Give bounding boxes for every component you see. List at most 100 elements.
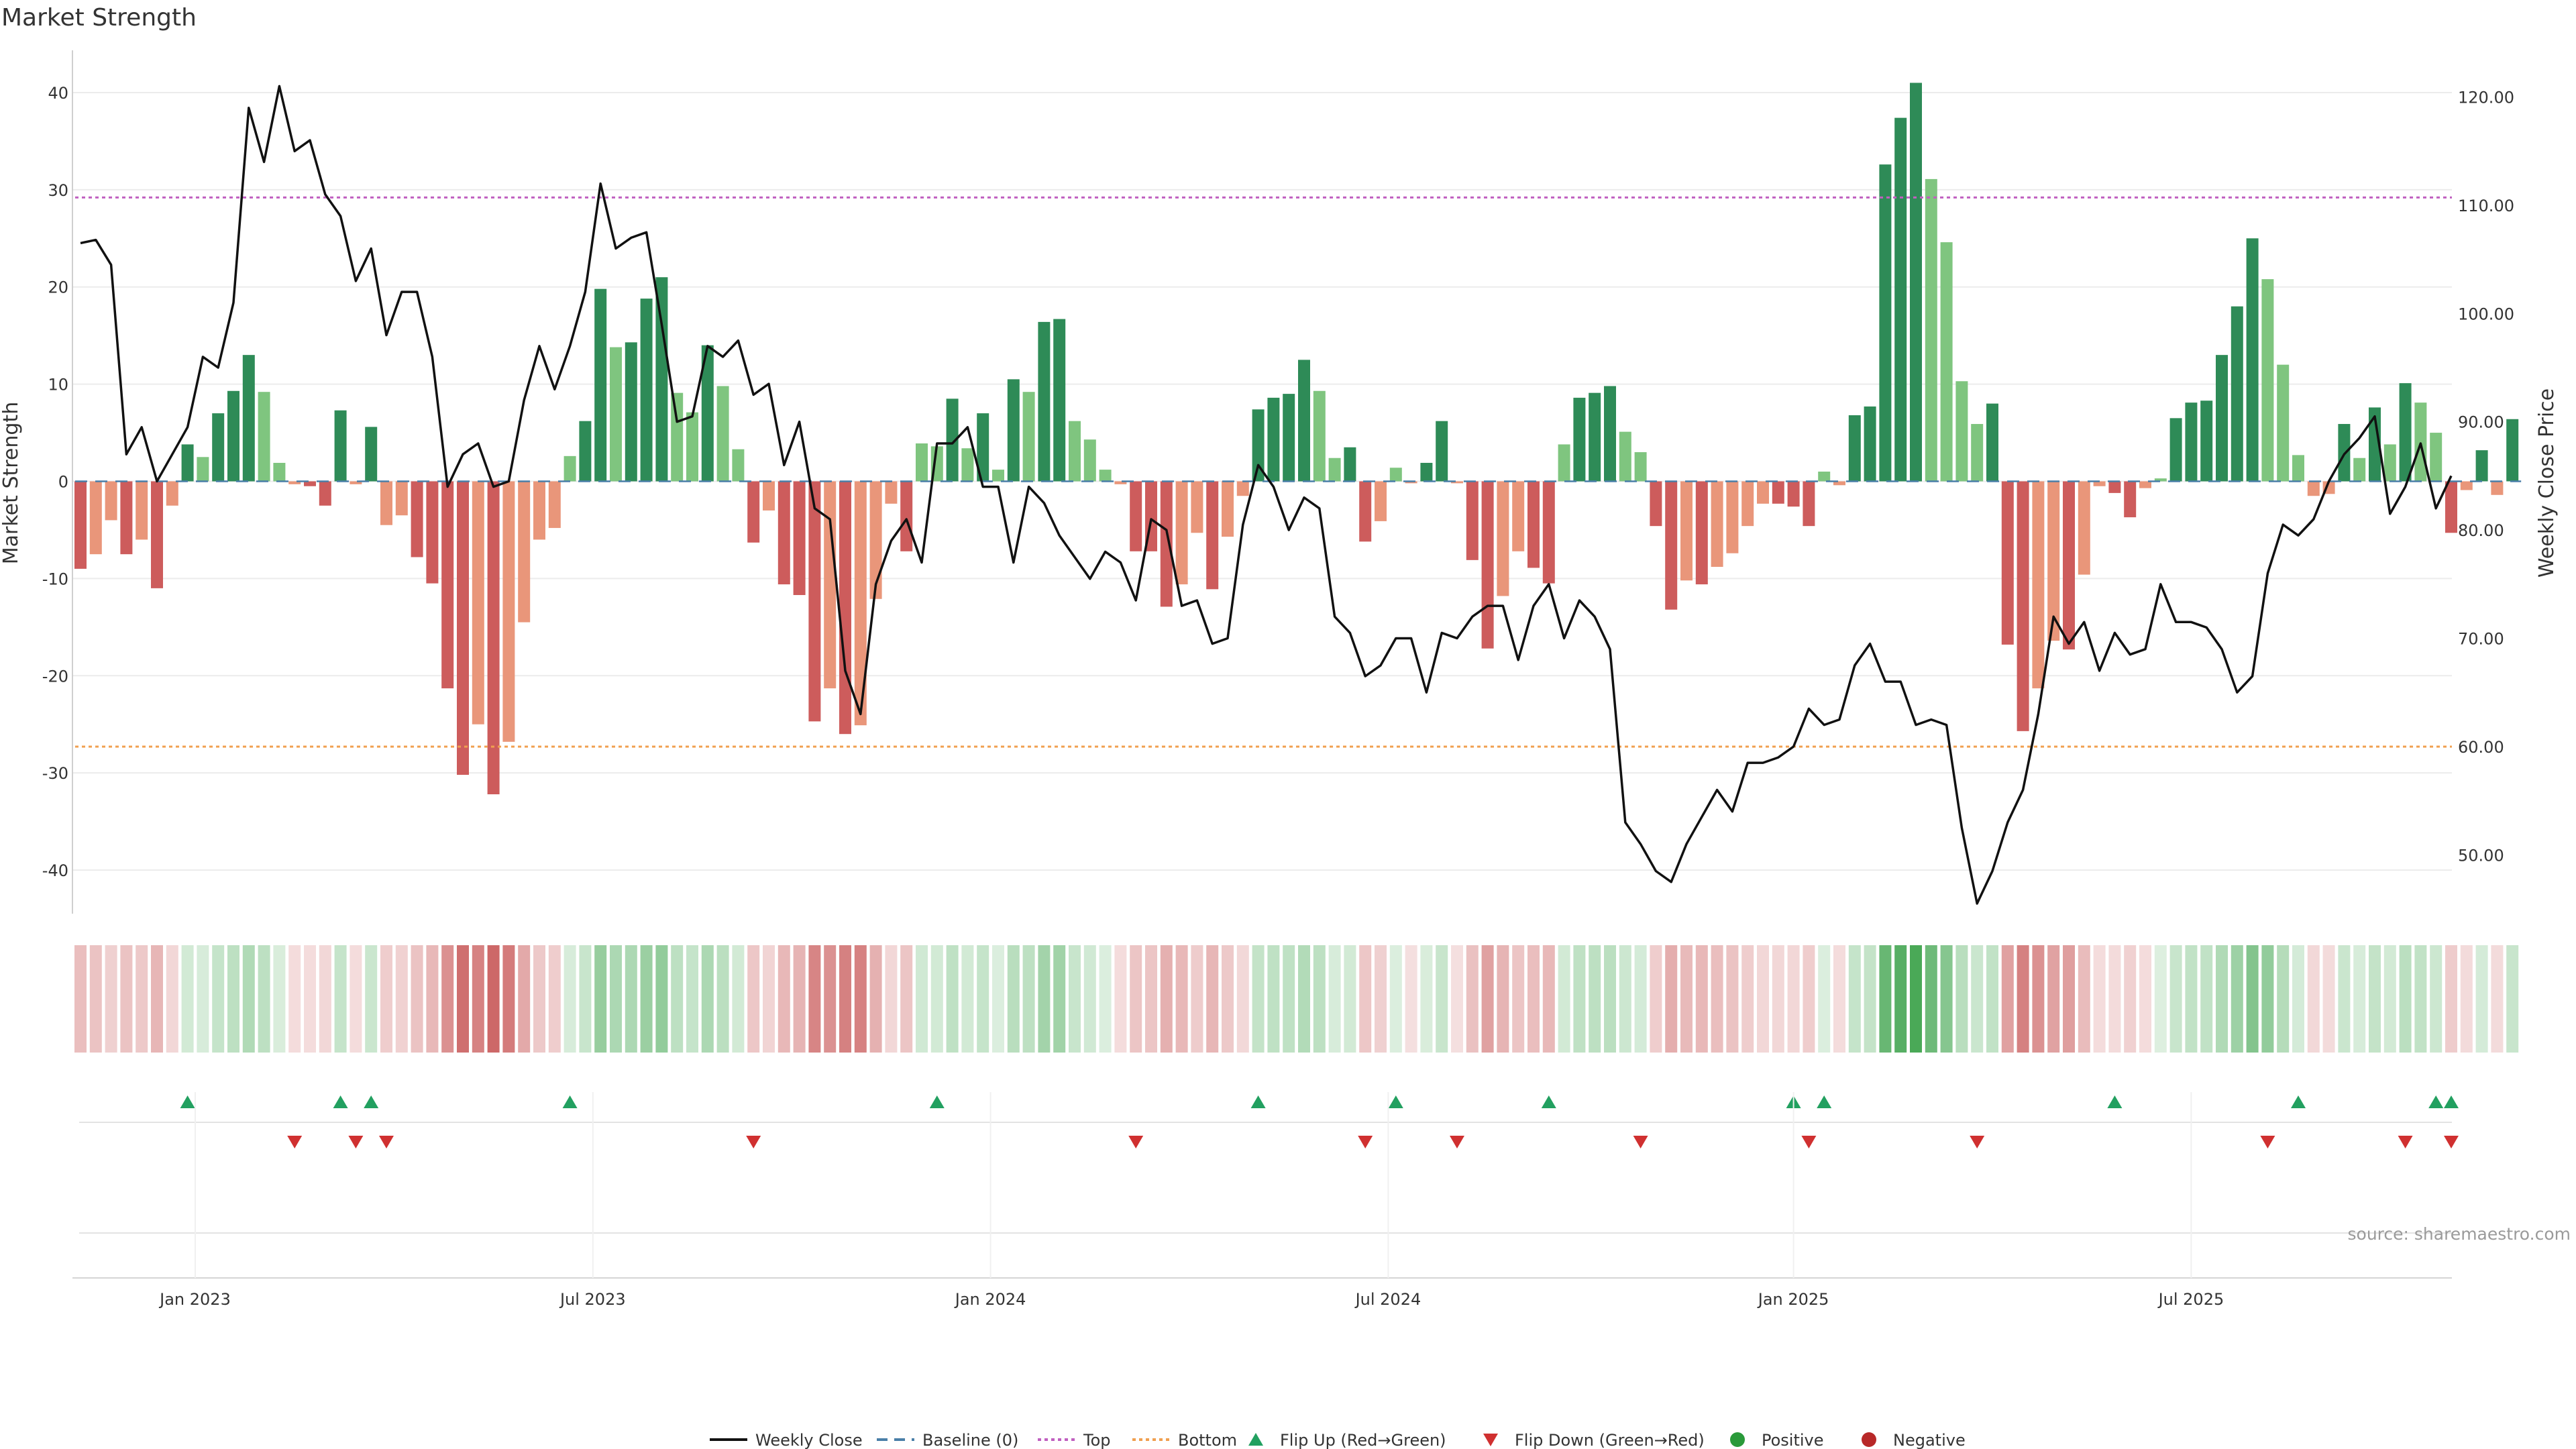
flip-down-marker (1801, 1136, 1817, 1148)
strength-bar (777, 481, 790, 585)
heat-cell (457, 945, 469, 1053)
heat-cell (1053, 945, 1066, 1053)
heat-cell (242, 945, 255, 1053)
legend-swatch (1730, 1432, 1745, 1447)
strength-bar (1695, 481, 1708, 585)
heat-cell (1542, 945, 1555, 1053)
flip-down-marker (2444, 1136, 2459, 1148)
heat-cell (502, 945, 515, 1053)
heat-cell (1741, 945, 1754, 1053)
heat-cell (1971, 945, 1984, 1053)
heat-cell (977, 945, 989, 1053)
heat-cell (625, 945, 637, 1053)
heat-cell (1680, 945, 1693, 1053)
strength-bar (1283, 394, 1295, 482)
strength-bar (977, 413, 989, 482)
heat-cell (2307, 945, 2320, 1053)
strength-bar (136, 481, 148, 540)
heat-cell (1894, 945, 1907, 1053)
right-tick-label: 120.00 (2458, 89, 2514, 107)
strength-bar (1711, 481, 1723, 567)
right-tick-label: 50.00 (2458, 846, 2504, 865)
strength-bar (2093, 481, 2106, 486)
strength-bar (258, 392, 270, 482)
heat-cell (1099, 945, 1112, 1053)
strength-bar (2414, 402, 2427, 482)
heat-cell (1375, 945, 1387, 1053)
flip-up-marker (2428, 1095, 2444, 1108)
strength-bar (2277, 364, 2290, 482)
strength-bar (441, 481, 454, 689)
heat-cell (777, 945, 790, 1053)
heat-cell (2369, 945, 2381, 1053)
heat-cell (2169, 945, 2182, 1053)
heat-cell (533, 945, 545, 1053)
flip-down-marker (1450, 1136, 1464, 1148)
strength-bar (197, 457, 209, 482)
heat-cell (1573, 945, 1586, 1053)
strength-bar (1925, 178, 1937, 482)
heat-cell (1665, 945, 1678, 1053)
heat-cell (2246, 945, 2259, 1053)
heat-cell (258, 945, 270, 1053)
heat-cell (2475, 945, 2488, 1053)
strength-bar (2063, 481, 2075, 650)
heat-cell (1038, 945, 1051, 1053)
strength-bar (1083, 439, 1096, 482)
strength-bar (1527, 481, 1540, 568)
heat-cell (640, 945, 653, 1053)
heat-cell (1069, 945, 1081, 1053)
strength-bar (1222, 481, 1234, 537)
heat-cell (181, 945, 194, 1053)
strength-bar (732, 449, 745, 482)
heat-cell (1007, 945, 1020, 1053)
strength-bar (2491, 481, 2504, 495)
strength-bar (1436, 421, 1448, 482)
heat-cell (2430, 945, 2443, 1053)
strength-bar (151, 481, 163, 588)
strength-bar (1757, 481, 1769, 504)
right-tick-label: 90.00 (2458, 413, 2504, 432)
right-tick-label: 110.00 (2458, 197, 2514, 215)
strength-bar (885, 481, 898, 504)
heat-cell (1589, 945, 1601, 1053)
heat-cell (2047, 945, 2060, 1053)
strength-bar (992, 470, 1004, 482)
strength-bar (655, 277, 668, 482)
strength-bar (411, 481, 423, 557)
strength-bar (640, 299, 653, 482)
strength-bar (548, 481, 561, 529)
heat-cell (1527, 945, 1540, 1053)
strength-bar (1558, 444, 1570, 482)
strength-bar (1589, 392, 1601, 482)
strength-bar (1389, 468, 1402, 482)
heat-cell (1925, 945, 1937, 1053)
heat-cell (1695, 945, 1708, 1053)
heat-cell (411, 945, 423, 1053)
flip-down-marker (287, 1136, 303, 1148)
heat-cell (854, 945, 867, 1053)
strength-bar (961, 448, 974, 482)
strength-bar (2154, 478, 2167, 482)
strength-bar (288, 481, 301, 484)
strength-bar (2200, 400, 2213, 482)
heat-cell (2506, 945, 2519, 1053)
strength-bar (2047, 481, 2060, 641)
strength-bar (1206, 481, 1219, 590)
legend-label: Weekly Close (755, 1431, 863, 1449)
right-tick-label: 80.00 (2458, 521, 2504, 540)
strength-bar (763, 481, 775, 511)
right-tick-label: 60.00 (2458, 738, 2504, 757)
heat-cell (1328, 945, 1341, 1053)
heat-cell (1634, 945, 1647, 1053)
flip-up-marker (2107, 1095, 2123, 1108)
strength-bar (824, 481, 837, 689)
heat-cell (151, 945, 163, 1053)
strength-bar (1726, 481, 1739, 553)
strength-bar (1466, 481, 1479, 560)
strength-bar (1191, 481, 1203, 533)
strength-bar (1375, 481, 1387, 521)
strength-bar (2353, 458, 2366, 482)
heat-cell (1466, 945, 1479, 1053)
strength-bar (74, 481, 87, 569)
